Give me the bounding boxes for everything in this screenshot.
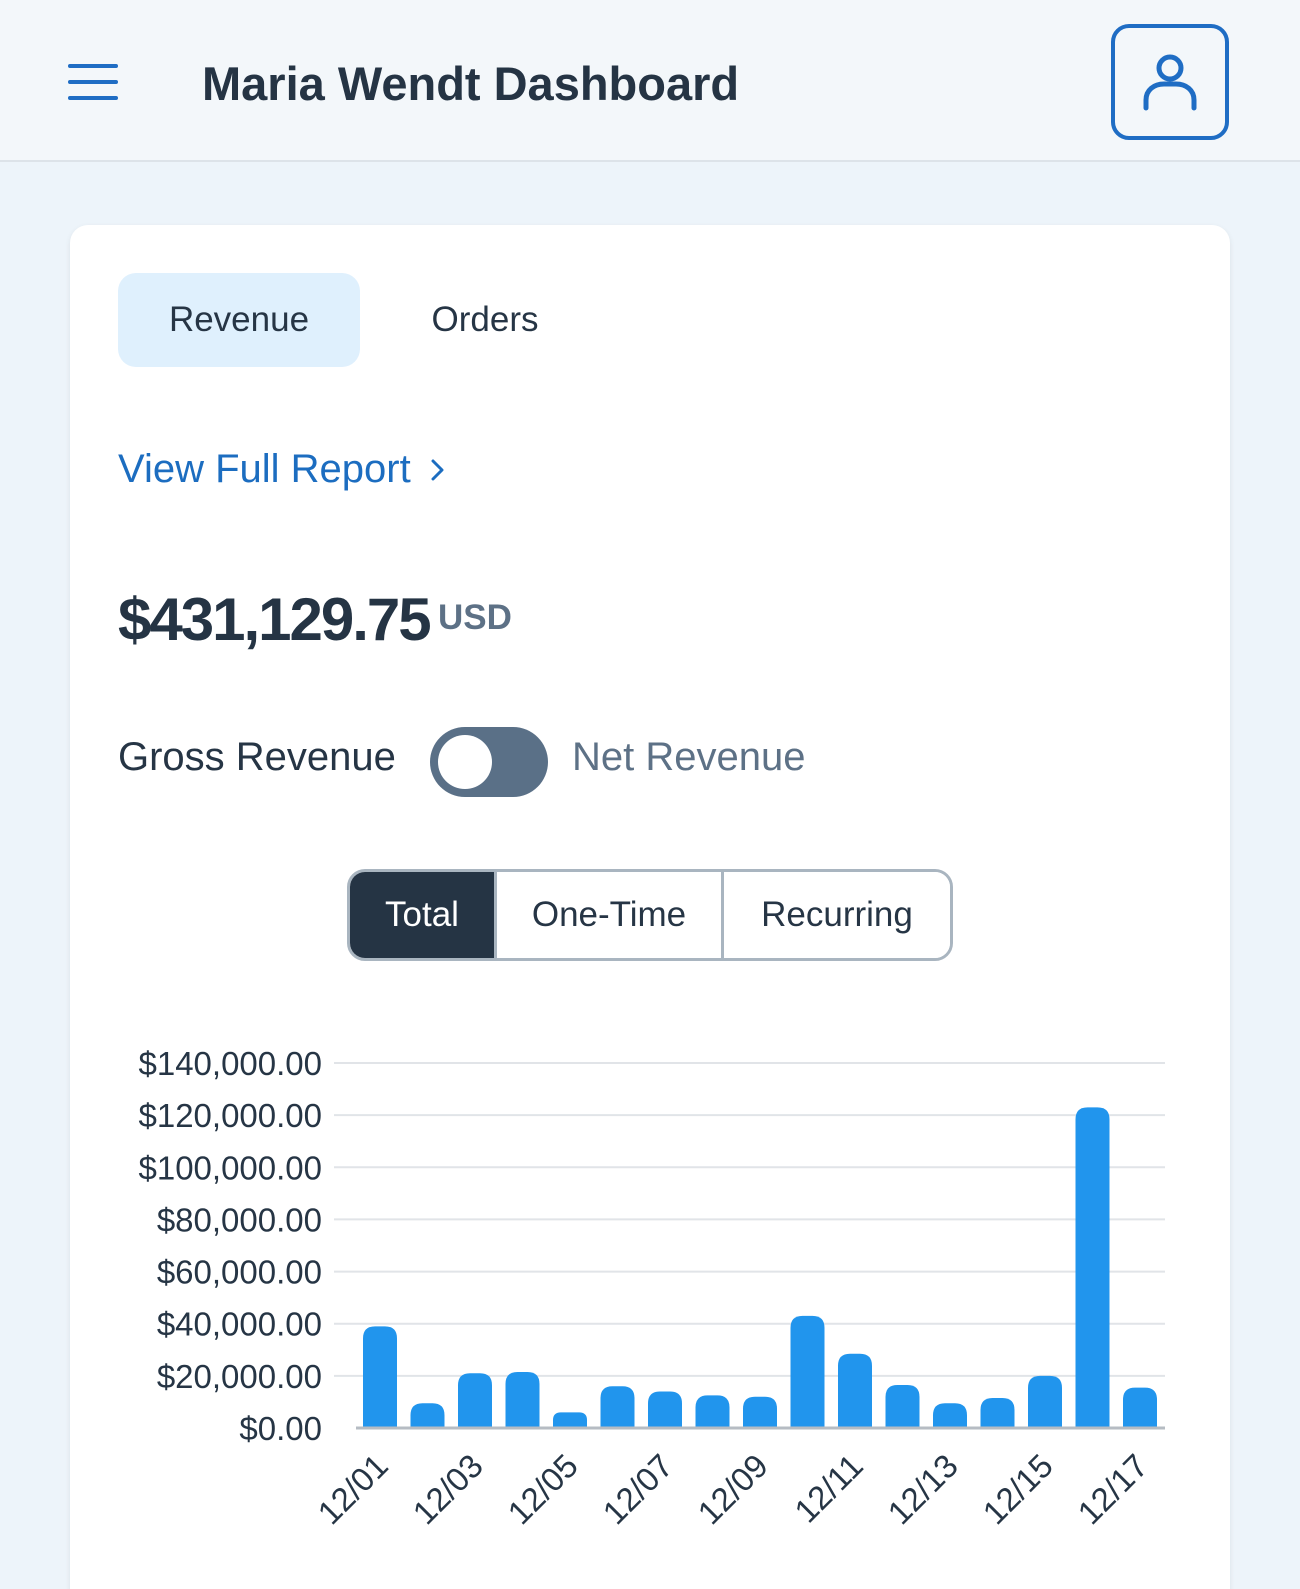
gross-revenue-label: Gross Revenue: [118, 735, 396, 779]
view-full-report-label: View Full Report: [118, 447, 411, 491]
segment-total[interactable]: Total: [350, 872, 497, 958]
tab-revenue[interactable]: Revenue: [118, 273, 360, 367]
toggle-knob: [438, 735, 492, 789]
total-amount: $431,129.75: [118, 586, 432, 653]
currency-label: USD: [438, 598, 512, 637]
revenue-toggle[interactable]: [430, 727, 548, 797]
net-revenue-label: Net Revenue: [572, 735, 806, 779]
profile-button[interactable]: [1111, 24, 1229, 140]
segment-recurring[interactable]: Recurring: [724, 872, 950, 958]
chevron-right-icon: [431, 459, 444, 480]
view-full-report-link[interactable]: View Full Report: [118, 447, 445, 492]
menu-icon[interactable]: [66, 60, 120, 104]
segment-one-time[interactable]: One-Time: [497, 872, 724, 958]
page-title: Maria Wendt Dashboard: [202, 57, 740, 110]
revenue-card: Revenue Orders View Full Report $431,129…: [70, 225, 1230, 1589]
tab-orders[interactable]: Orders: [431, 300, 539, 339]
app-header: Maria Wendt Dashboard: [0, 0, 1300, 162]
user-icon: [1143, 54, 1197, 111]
revenue-type-segmented-control: Total One-Time Recurring: [347, 869, 953, 961]
